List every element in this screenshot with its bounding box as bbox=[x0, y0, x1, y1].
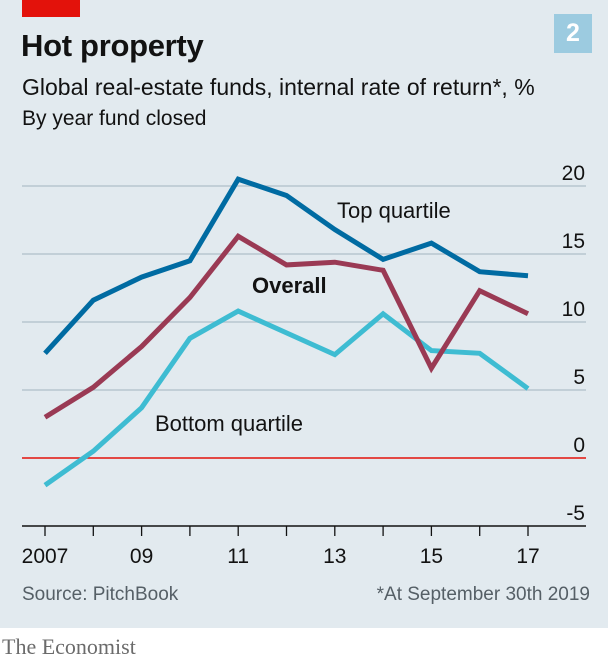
x-tick-label-17: 17 bbox=[516, 545, 539, 568]
series-label-top-quartile: Top quartile bbox=[337, 198, 451, 223]
chart-panel: Hot property Global real-estate funds, i… bbox=[0, 0, 608, 628]
line-chart: -5 0 5 10 15 20 Top quartile Overall Bottom qua… bbox=[22, 162, 586, 568]
y-tick-label-5: 5 bbox=[573, 366, 585, 389]
brand-logo: The Economist bbox=[2, 634, 136, 659]
chart-subtitle: Global real-estate funds, internal rate … bbox=[22, 74, 535, 100]
series-lines bbox=[43, 176, 530, 488]
series-label-overall: Overall bbox=[252, 273, 327, 298]
series-line-bottom-quartile bbox=[43, 308, 530, 488]
x-tick-label-09: 09 bbox=[130, 545, 153, 568]
y-tick-labels: -5 0 5 10 15 20 bbox=[562, 162, 585, 525]
x-tick-label-13: 13 bbox=[323, 545, 346, 568]
chart-number-badge: 2 bbox=[554, 14, 592, 53]
y-tick-label-5: -5 bbox=[566, 502, 585, 525]
series-line-top-quartile bbox=[43, 176, 529, 355]
chart-note: By year fund closed bbox=[22, 107, 207, 130]
y-tick-label-15: 15 bbox=[562, 230, 585, 253]
y-tick-label-20: 20 bbox=[562, 162, 585, 185]
x-axis: 2007 09 11 13 15 17 bbox=[22, 525, 586, 568]
gridlines bbox=[22, 185, 586, 459]
chart-title: Hot property bbox=[21, 28, 204, 63]
series-labels: Top quartile Overall Bottom quartile bbox=[155, 198, 451, 436]
red-tag bbox=[22, 0, 80, 17]
y-tick-label-10: 10 bbox=[562, 298, 585, 321]
footnote: *At September 30th 2019 bbox=[376, 584, 590, 605]
x-tick-label-15: 15 bbox=[420, 545, 443, 568]
series-label-bottom-quartile: Bottom quartile bbox=[155, 411, 303, 436]
source-note: Source: PitchBook bbox=[22, 584, 179, 605]
x-tick-label-11: 11 bbox=[227, 545, 249, 568]
y-tick-label-0: 0 bbox=[573, 434, 585, 457]
x-tick-label-2007: 2007 bbox=[22, 545, 69, 568]
series-line-overall bbox=[43, 233, 530, 420]
